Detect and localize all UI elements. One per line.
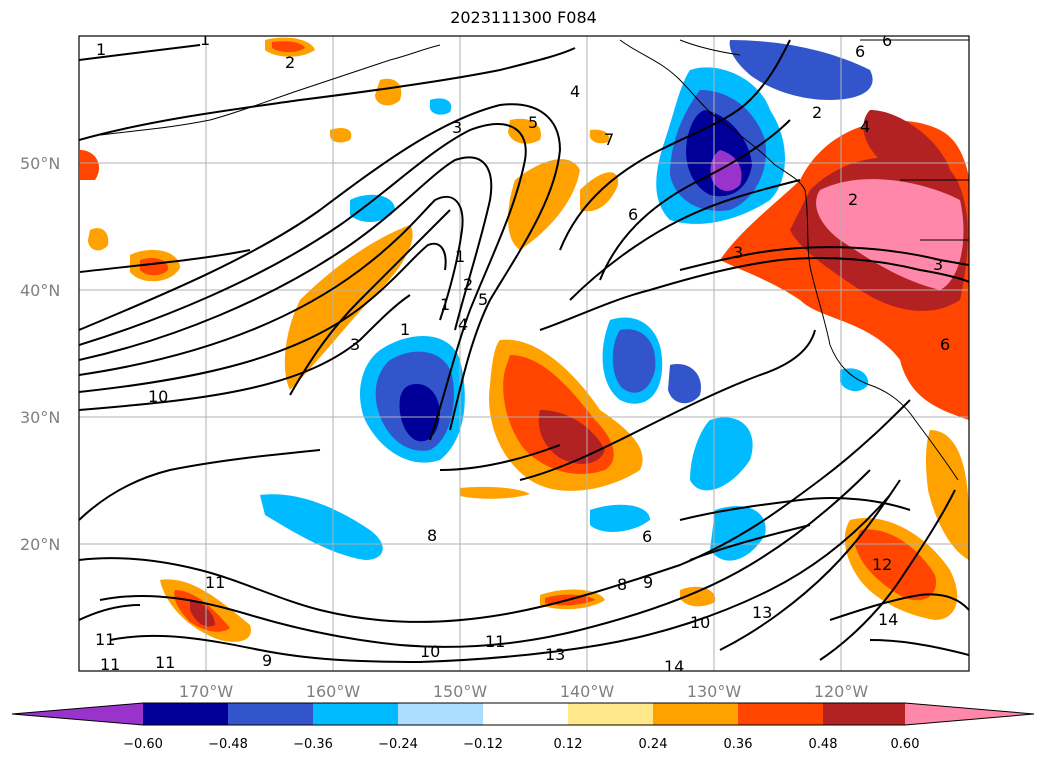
lat-label-50n: 50°N (20, 154, 60, 173)
colorbar-left-extension (12, 703, 143, 725)
lat-label-40n: 40°N (20, 281, 60, 300)
colorbar-segment (313, 703, 398, 725)
contour-label: 9 (262, 651, 272, 670)
lat-label-20n: 20°N (20, 535, 60, 554)
map-title: 2023111300 F084 (450, 8, 597, 27)
contour-label: 14 (878, 610, 898, 629)
contour-label: 3 (733, 243, 743, 262)
contour-label: 2 (285, 53, 295, 72)
contour-label: 11 (100, 655, 120, 674)
contour-label: 3 (933, 255, 943, 274)
colorbar-tick-labels: −0.60 −0.48 −0.36 −0.24 −0.12 0.12 0.24 … (123, 737, 919, 752)
contour-label: 5 (528, 113, 538, 132)
contour-label: 6 (855, 42, 865, 61)
contour-label: 6 (628, 205, 638, 224)
contour-label: 1 (200, 30, 210, 49)
colorbar-tick-label: 0.48 (809, 737, 838, 752)
contour-label: 2 (812, 103, 822, 122)
colorbar-segment (228, 703, 313, 725)
colorbar-segment (738, 703, 823, 725)
contours (79, 39, 969, 664)
contour-label: 11 (485, 632, 505, 651)
lat-label-30n: 30°N (20, 408, 60, 427)
map-border (78, 35, 970, 672)
contour-label: 13 (545, 645, 565, 664)
map-panel: 1 1 2 3 4 5 3 6 2 6 1 1 2 5 3 1 4 10 11 … (79, 30, 969, 676)
contour-label: 10 (420, 642, 440, 661)
contour-label: 1 (96, 40, 106, 59)
contour-label: 13 (752, 603, 772, 622)
contour-label: 1 (455, 247, 465, 266)
lon-label-150w: 150°W (433, 682, 488, 701)
colorbar-tick-label: −0.12 (463, 737, 503, 752)
colorbar-tick-label: −0.60 (123, 737, 163, 752)
colorbar-segment (568, 703, 653, 725)
coastlines (99, 39, 969, 481)
contour-label: 10 (148, 387, 168, 406)
contour-label: 11 (95, 630, 115, 649)
contour-label: 8 (427, 526, 437, 545)
contour-label: 2 (848, 190, 858, 209)
contour-label: 10 (690, 613, 710, 632)
contour-label: 5 (478, 290, 488, 309)
contour-label: 1 (440, 295, 450, 314)
contour-label: 7 (604, 130, 614, 149)
colorbar-segment (483, 703, 568, 725)
contour-label: 8 (617, 575, 627, 594)
contour-label: 4 (458, 315, 468, 334)
lon-label-140w: 140°W (560, 682, 615, 701)
contour-label: 9 (643, 573, 653, 592)
colorbar-segment (398, 703, 483, 725)
colorbar-segment (143, 703, 228, 725)
contour-label: 12 (872, 555, 892, 574)
colorbar-segment (653, 703, 738, 725)
latitude-labels: 50°N 40°N 30°N 20°N (20, 154, 60, 554)
contour-label: 1 (400, 320, 410, 339)
contour-label: 4 (570, 82, 580, 101)
contour-label: 6 (882, 31, 892, 50)
contour-label: 11 (155, 653, 175, 672)
contour-label: 11 (205, 573, 225, 592)
contour-label: 2 (463, 275, 473, 294)
contour-label: 6 (940, 335, 950, 354)
shaded-fields (80, 37, 969, 642)
longitude-labels: 170°W 160°W 150°W 140°W 130°W 120°W (179, 682, 869, 701)
colorbar-segment (823, 703, 905, 725)
lon-label-120w: 120°W (814, 682, 869, 701)
contour-label: 3 (452, 118, 462, 137)
colorbar-tick-label: 0.12 (554, 737, 583, 752)
lon-label-160w: 160°W (306, 682, 361, 701)
lon-label-170w: 170°W (179, 682, 234, 701)
colorbar (11, 702, 1035, 726)
colorbar-tick-label: 0.60 (891, 737, 920, 752)
contour-label: 6 (642, 527, 652, 546)
colorbar-tick-label: −0.48 (208, 737, 248, 752)
contour-label: 4 (860, 117, 870, 136)
colorbar-right-extension (905, 703, 1034, 725)
contour-label: 3 (350, 335, 360, 354)
colorbar-tick-label: −0.24 (378, 737, 418, 752)
contour-labels: 1 1 2 3 4 5 3 6 2 6 1 1 2 5 3 1 4 10 11 … (95, 30, 950, 676)
colorbar-tick-label: 0.36 (724, 737, 753, 752)
colorbar-tick-label: 0.24 (639, 737, 668, 752)
lon-label-130w: 130°W (687, 682, 742, 701)
colorbar-tick-label: −0.36 (293, 737, 333, 752)
contour-label: 14 (664, 657, 684, 676)
